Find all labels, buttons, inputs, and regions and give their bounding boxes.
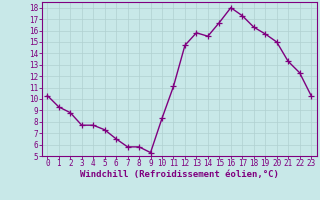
- X-axis label: Windchill (Refroidissement éolien,°C): Windchill (Refroidissement éolien,°C): [80, 170, 279, 179]
